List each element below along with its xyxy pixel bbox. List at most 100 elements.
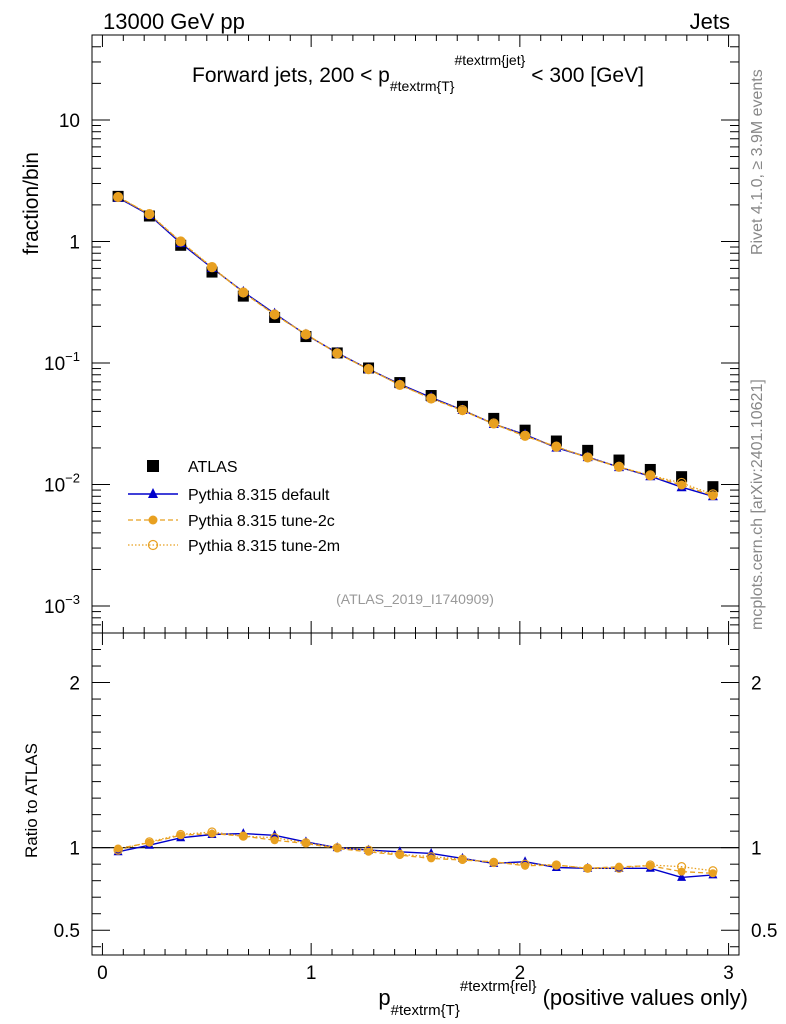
ratio-tick-label: 1 — [69, 839, 80, 860]
tune2c-line — [117, 196, 714, 497]
tune2c-ratio-line — [117, 832, 713, 874]
tune2c-ratio-point — [333, 844, 342, 853]
tune2m-point — [457, 404, 468, 416]
legend-marker-tune2m — [147, 539, 159, 551]
tune2c-point — [677, 480, 687, 490]
legend-label-tune2m: Pythia 8.315 tune-2m — [188, 538, 340, 555]
tune2m-ratio-line — [117, 831, 713, 872]
x-tick-label: 2 — [515, 963, 526, 984]
tune2m-ratio-point — [238, 831, 248, 841]
atlas-point — [550, 435, 562, 447]
y-tick-label: 10−3 — [44, 592, 80, 618]
legend-label-default: Pythia 8.315 default — [188, 487, 330, 504]
tune2m-point — [112, 191, 124, 203]
tune2m-point — [332, 348, 343, 359]
tune2c-point — [207, 263, 217, 273]
atlas-point — [582, 444, 594, 456]
tune2m-line — [117, 196, 714, 495]
ratio-tick-label-right: 2 — [751, 674, 762, 695]
tune2c-ratio-point — [458, 856, 467, 865]
y-axis-label: fraction/bin — [20, 152, 43, 255]
tune2m-ratio-point — [176, 829, 186, 840]
tune2c-point — [176, 236, 186, 246]
y-tick-label: 1 — [69, 232, 80, 253]
tune2c-point — [301, 329, 311, 339]
y-tick-label: 10−2 — [44, 471, 80, 497]
x-tick-label: 0 — [97, 963, 108, 984]
ratio-frame — [91, 632, 740, 956]
tune2m-point — [394, 379, 405, 391]
header-left: 13000 GeV pp — [103, 9, 245, 34]
header-right: Jets — [690, 9, 730, 34]
tune2m-ratio-point — [113, 845, 123, 855]
tune2m-point — [363, 364, 374, 375]
legend: ATLAS Pythia 8.315 default Pythia 8.315 tu… — [128, 459, 340, 555]
tune2m-ratio-point — [426, 852, 436, 862]
tune2m-ratio-point — [270, 833, 280, 843]
default-ratio-point — [677, 871, 687, 881]
tune2m-ratio-point — [207, 827, 217, 837]
tune2c-ratio-point — [489, 857, 498, 866]
default-ratio-line — [117, 832, 713, 879]
tune2c-point — [520, 431, 530, 441]
legend-label-data: ATLAS — [188, 459, 238, 476]
x-axis-label: p#textrm{T}#textrm{rel} (positive values … — [378, 978, 748, 1019]
ratio-tick-label: 0.5 — [54, 921, 80, 942]
tune2m-ratio-point — [551, 860, 561, 870]
tune2m-ratio-point — [457, 854, 468, 864]
ratio-y-axis-label: Ratio to ATLAS — [22, 743, 41, 858]
tune2m-point — [175, 236, 186, 247]
tune2m-ratio-point — [520, 859, 530, 869]
ratio-tick-label: 2 — [69, 674, 80, 695]
tune2m-point — [488, 418, 499, 429]
tune2c-point — [457, 406, 467, 416]
axes: 0 1 2 3 10 1 10−1 10−2 10−3 2 2 1 1 0.5 0.5 — [44, 34, 777, 984]
tune2m-ratio-point — [363, 845, 374, 855]
tune2c-ratio-point — [395, 851, 404, 860]
watermark: (ATLAS_2019_I1740909) — [336, 591, 494, 607]
tune2m-ratio-point — [645, 860, 655, 870]
side-label-mcplots: mcplots.cern.ch [arXiv:2401.10621] — [749, 379, 766, 630]
tune2c-point — [395, 380, 405, 390]
side-label-rivet: Rivet 4.1.0, ≥ 3.9M events — [749, 69, 766, 255]
y-tick-label: 10−1 — [44, 349, 80, 375]
tune2m-point — [206, 262, 218, 273]
ratio-tick-label-right: 0.5 — [751, 921, 777, 942]
legend-marker-tune2c — [148, 515, 158, 525]
y-tick-label: 10 — [59, 111, 80, 132]
tune2c-ratio-point — [239, 832, 248, 841]
legend-marker-data — [147, 460, 159, 472]
tune2m-ratio-point — [708, 866, 718, 876]
tune2c-point — [144, 209, 154, 219]
tune2c-point — [364, 364, 374, 374]
tune2m-ratio-point — [301, 838, 311, 848]
tune2c-ratio-point — [145, 838, 154, 847]
tune2c-point — [583, 453, 593, 463]
tune2c-ratio-point — [176, 831, 185, 840]
tune2m-point — [582, 452, 593, 463]
tune2m-ratio-point — [395, 849, 405, 859]
tune2c-ratio-point — [583, 864, 592, 873]
atlas-point — [676, 471, 688, 483]
tune2m-point — [269, 309, 280, 320]
tune2m-point — [144, 208, 155, 220]
legend-label-tune2c: Pythia 8.315 tune-2c — [188, 513, 335, 530]
legend-marker-default — [148, 488, 158, 498]
ratio-tick-label-right: 1 — [751, 839, 762, 860]
x-tick-label: 1 — [306, 963, 317, 984]
tune2c-point — [426, 394, 436, 404]
tune2c-ratio-point — [646, 861, 655, 870]
tune2m-point — [645, 470, 656, 481]
tune2m-point — [613, 461, 625, 472]
tune2m-ratio-point — [614, 863, 624, 873]
atlas-point — [613, 454, 625, 466]
x-tick-label: 3 — [723, 963, 734, 984]
tune2m-point — [551, 441, 562, 452]
tune2m-point — [519, 430, 531, 441]
data-marks — [112, 190, 719, 881]
tune2m-ratio-point — [583, 863, 593, 873]
tune2m-ratio-point — [677, 862, 687, 872]
tune2c-point — [332, 348, 342, 358]
ratio-panel — [91, 632, 740, 956]
